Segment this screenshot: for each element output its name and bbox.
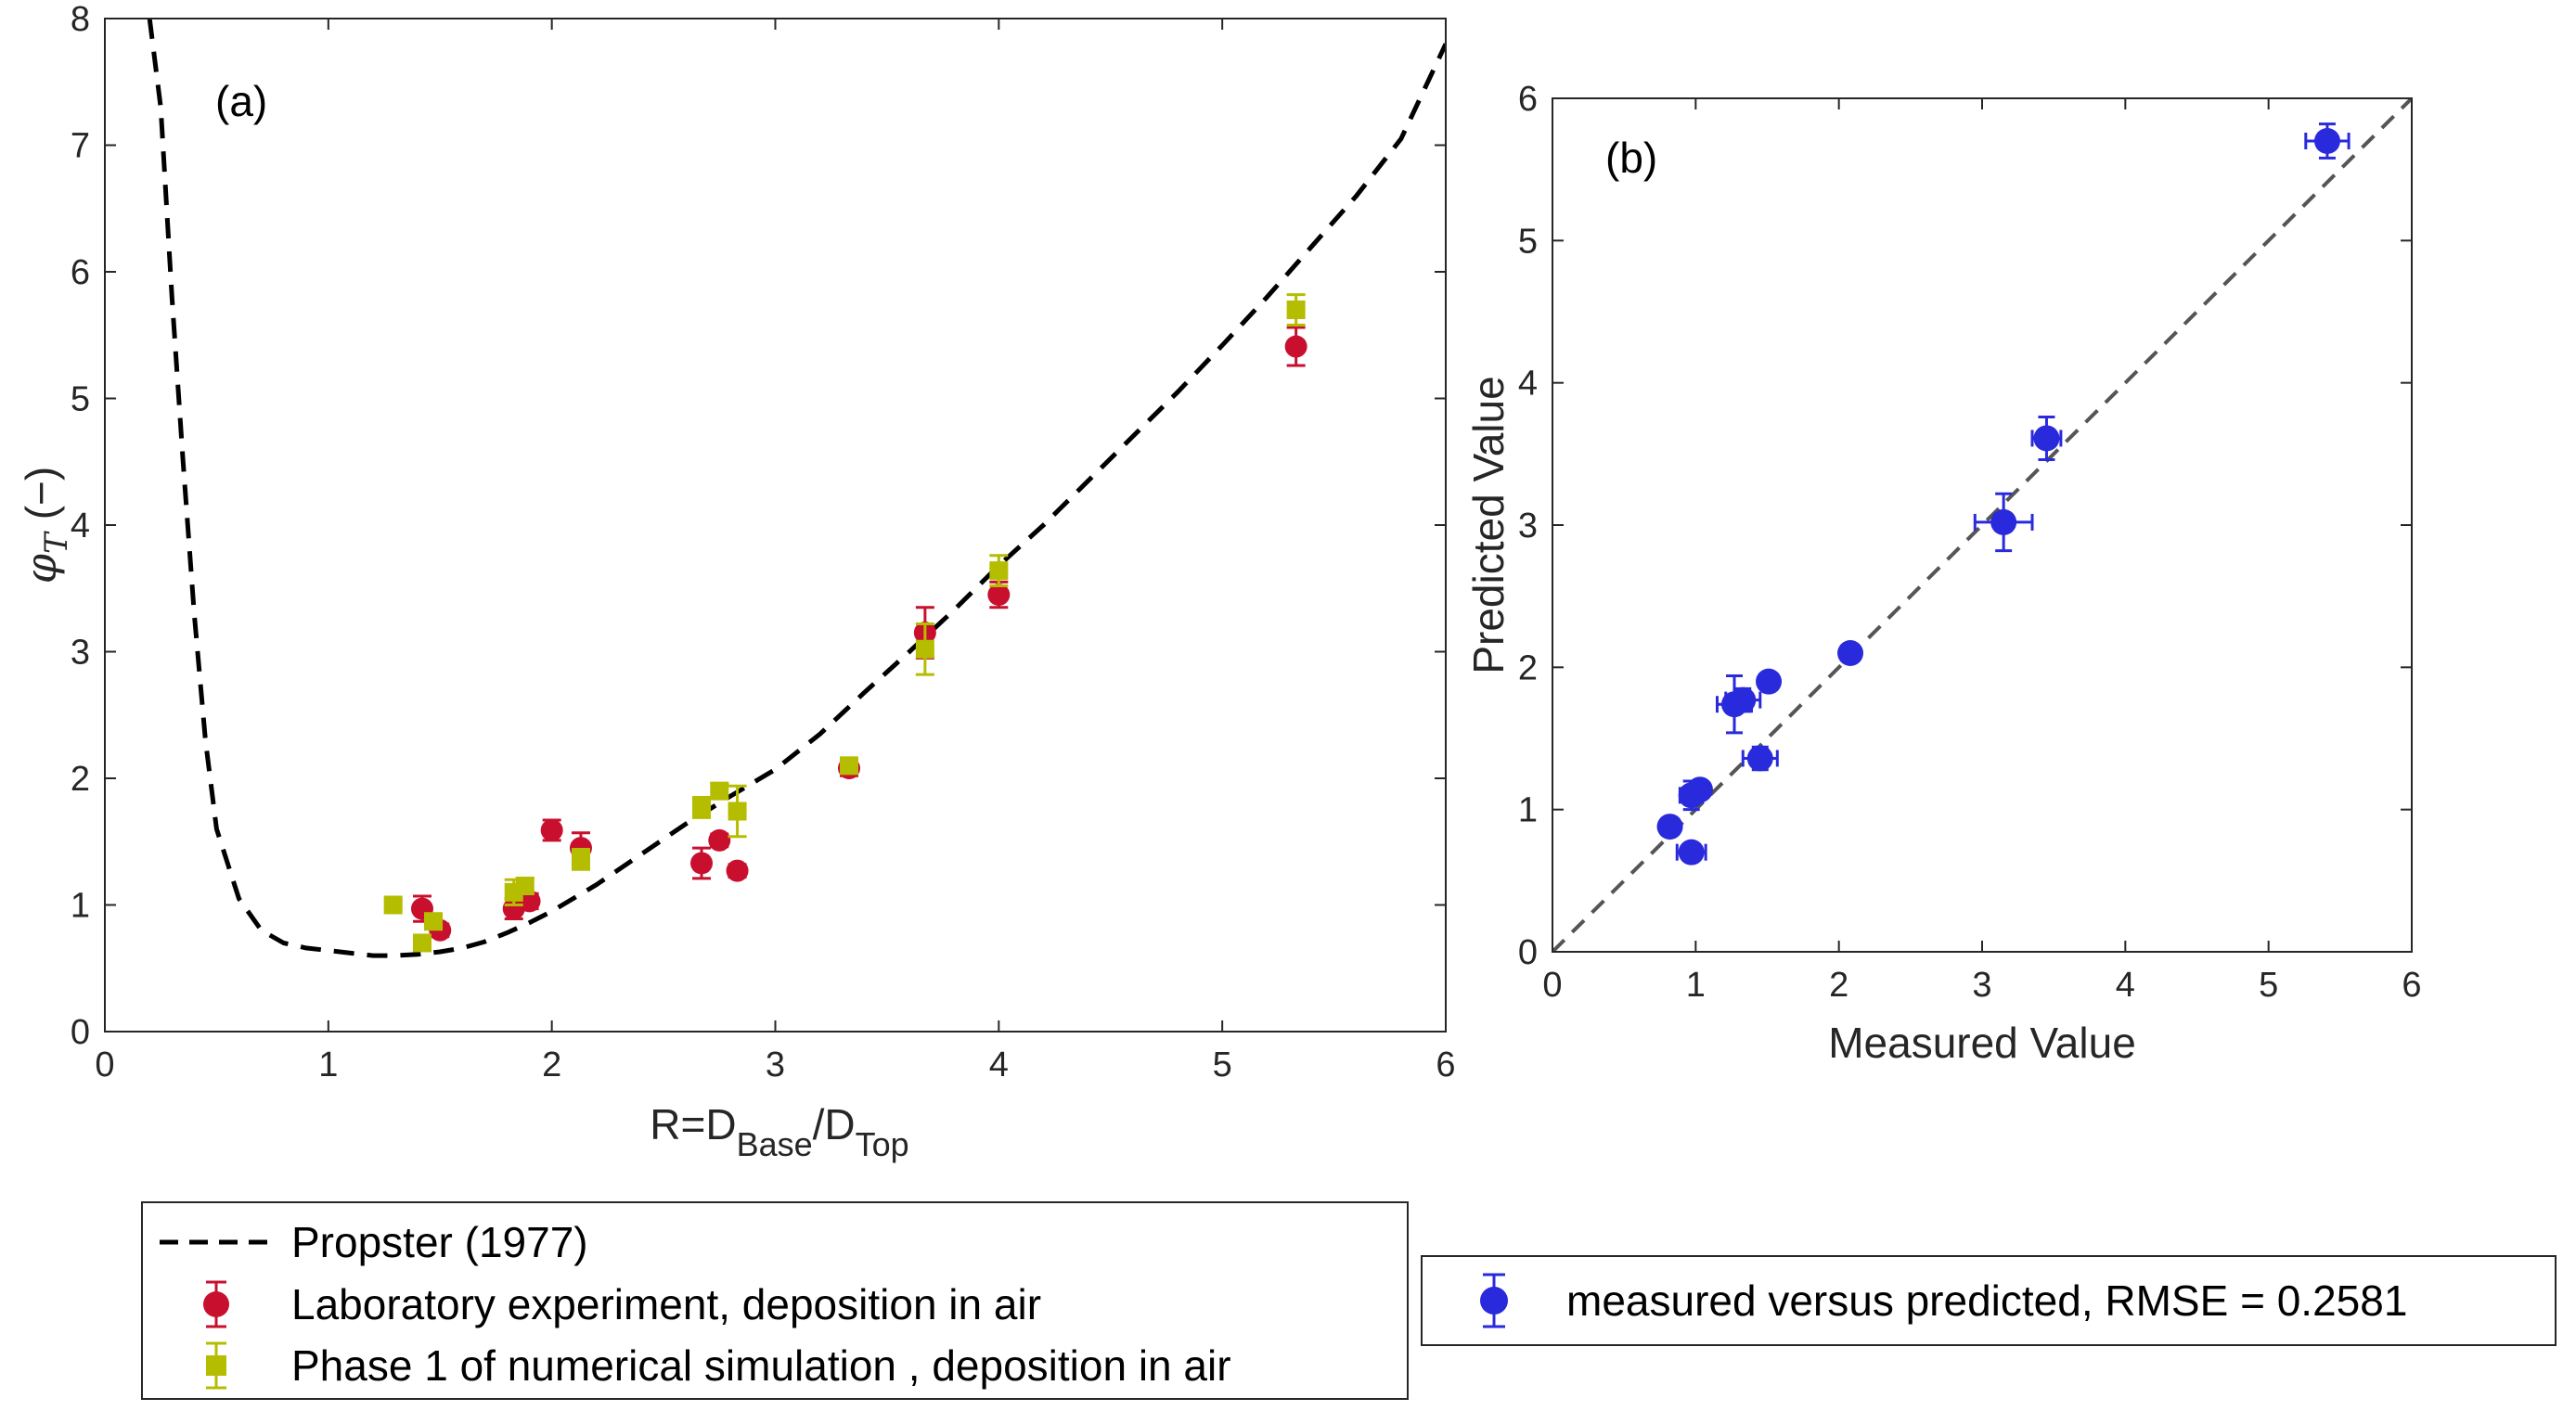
legend-b-box xyxy=(1421,1255,2557,1346)
panel-b-ytick-label: 6 xyxy=(1518,80,1538,119)
legend-lab-swatch xyxy=(203,1280,229,1328)
sim-point xyxy=(412,933,431,953)
lab-point xyxy=(987,584,1011,607)
panel-b-xtick-label: 3 xyxy=(1972,966,1991,1005)
panel-a-axes-box xyxy=(104,18,1447,1033)
sim-point xyxy=(692,798,712,817)
panel-a-ytick-label: 6 xyxy=(71,253,90,292)
panel-b-points xyxy=(1656,122,2351,866)
panel-b-ylabel: Predicted Value xyxy=(1464,376,1513,673)
panel-b-ytick-label: 4 xyxy=(1518,365,1538,404)
panel-a-xtick-label: 3 xyxy=(766,1045,785,1084)
panel-a-ytick-label: 7 xyxy=(71,127,90,166)
measured-predicted-point xyxy=(1678,839,1705,866)
legend-sim-swatch xyxy=(206,1341,226,1390)
legend-a-box xyxy=(141,1201,1409,1400)
xlabel-sub-top: Top xyxy=(856,1125,909,1163)
measured-predicted-point xyxy=(1756,668,1783,695)
panel-a-xtick-label: 0 xyxy=(95,1045,114,1084)
panel-b-xtick-label: 0 xyxy=(1542,966,1562,1005)
sim-point xyxy=(424,912,444,931)
panel-a-points xyxy=(383,293,1307,953)
lab-point xyxy=(708,828,731,852)
legend-b: measured versus predicted, RMSE = 0.2581 xyxy=(1421,1255,2557,1346)
panel-a-ytick-label: 5 xyxy=(71,380,90,419)
panel-b-xtick-label: 4 xyxy=(2116,966,2135,1005)
panel-b-ytick-label: 5 xyxy=(1518,222,1538,261)
panel-b-ytick-label: 0 xyxy=(1518,933,1538,972)
measured-predicted-point xyxy=(2033,425,2060,452)
legend-lab-label: Laboratory experiment, deposition in air xyxy=(291,1280,1041,1328)
panel-b-xtick-label: 2 xyxy=(1829,966,1848,1005)
sim-point xyxy=(915,639,934,659)
sim-point xyxy=(710,781,729,801)
panel-b-chart: 0 1 2 3 4 5 6 0 1 2 3 4 5 6 (b) Measured Value Predic… xyxy=(1464,80,2422,1067)
ylabel-symbol: φ xyxy=(16,553,66,584)
propster-curve xyxy=(147,19,1446,958)
panel-b-xtick-label: 6 xyxy=(2402,966,2421,1005)
panel-b-ytick-label: 1 xyxy=(1518,791,1538,830)
sim-point xyxy=(728,802,747,821)
panel-a-xtick-label: 5 xyxy=(1213,1045,1232,1084)
panel-b-xtick-label: 1 xyxy=(1686,966,1706,1005)
panel-a-xtick-label: 4 xyxy=(989,1045,1009,1084)
lab-point xyxy=(1284,335,1307,358)
xlabel-main: R=D xyxy=(650,1100,736,1148)
panel-a-xtick-label: 1 xyxy=(318,1045,338,1084)
sim-point xyxy=(383,895,403,915)
legend-propster-label: Propster (1977) xyxy=(291,1218,588,1266)
panel-a-ytick-label: 8 xyxy=(71,0,90,39)
ylabel-sub: T xyxy=(38,531,75,554)
measured-predicted-point xyxy=(2313,128,2340,154)
sim-point xyxy=(515,877,535,896)
panel-b-ticks: 0 1 2 3 4 5 6 0 1 2 3 4 5 6 xyxy=(1518,80,2422,1005)
legend-b-label: measured versus predicted, RMSE = 0.2581 xyxy=(1566,1276,2407,1325)
xlabel-sub-base: Base xyxy=(737,1125,813,1163)
panel-a-ylabel: φT (−) xyxy=(16,467,75,584)
measured-predicted-point xyxy=(1990,508,2017,535)
legend-a: Propster (1977) Laboratory experiment, d… xyxy=(141,1201,1409,1400)
panel-b-ytick-label: 3 xyxy=(1518,507,1538,545)
panel-a-xtick-label: 2 xyxy=(542,1045,561,1084)
legend-b-swatch xyxy=(1480,1273,1508,1328)
lab-point xyxy=(690,852,714,875)
panel-a-ytick-label: 0 xyxy=(71,1013,90,1052)
measured-predicted-point xyxy=(1746,745,1773,772)
measured-predicted-point xyxy=(1686,776,1713,803)
propster-curve-group xyxy=(147,19,1446,958)
panel-b-label: (b) xyxy=(1605,134,1657,182)
measured-predicted-point xyxy=(1730,686,1757,713)
panel-a-label: (a) xyxy=(215,77,267,125)
panel-b-axes-box xyxy=(1552,97,2413,953)
sim-point xyxy=(989,561,1009,581)
panel-a-ytick-label: 2 xyxy=(71,760,90,799)
sim-point xyxy=(571,850,590,869)
panel-b-xlabel: Measured Value xyxy=(1828,1019,2136,1067)
measured-predicted-point xyxy=(1656,814,1683,840)
panel-a-ticks: 0 1 2 3 4 5 6 0 1 2 3 4 5 6 7 8 xyxy=(71,0,1456,1084)
panel-a-ytick-label: 1 xyxy=(71,887,90,926)
panel-b-ytick-label: 2 xyxy=(1518,648,1538,687)
lab-point xyxy=(726,859,749,882)
panel-a-xlabel: R=DBase/DTop xyxy=(650,1100,908,1163)
sim-point xyxy=(1286,300,1306,319)
panel-a-chart: 0 1 2 3 4 5 6 0 1 2 3 4 5 6 7 8 (a) R=DBase/DTop φT (−) xyxy=(16,0,1456,1163)
legend-sim-label: Phase 1 of numerical simulation , deposi… xyxy=(291,1341,1231,1390)
xlabel-mid: /D xyxy=(813,1100,856,1148)
lab-point xyxy=(518,890,541,913)
panel-b-xtick-label: 5 xyxy=(2259,966,2278,1005)
measured-predicted-point xyxy=(1837,640,1864,666)
sim-point xyxy=(839,756,858,776)
panel-a-ytick-label: 3 xyxy=(71,634,90,673)
lab-point xyxy=(540,818,563,841)
ylabel-unit: (−) xyxy=(17,467,65,520)
panel-a-xtick-label: 6 xyxy=(1436,1045,1455,1084)
panel-a-ytick-label: 4 xyxy=(71,507,90,545)
